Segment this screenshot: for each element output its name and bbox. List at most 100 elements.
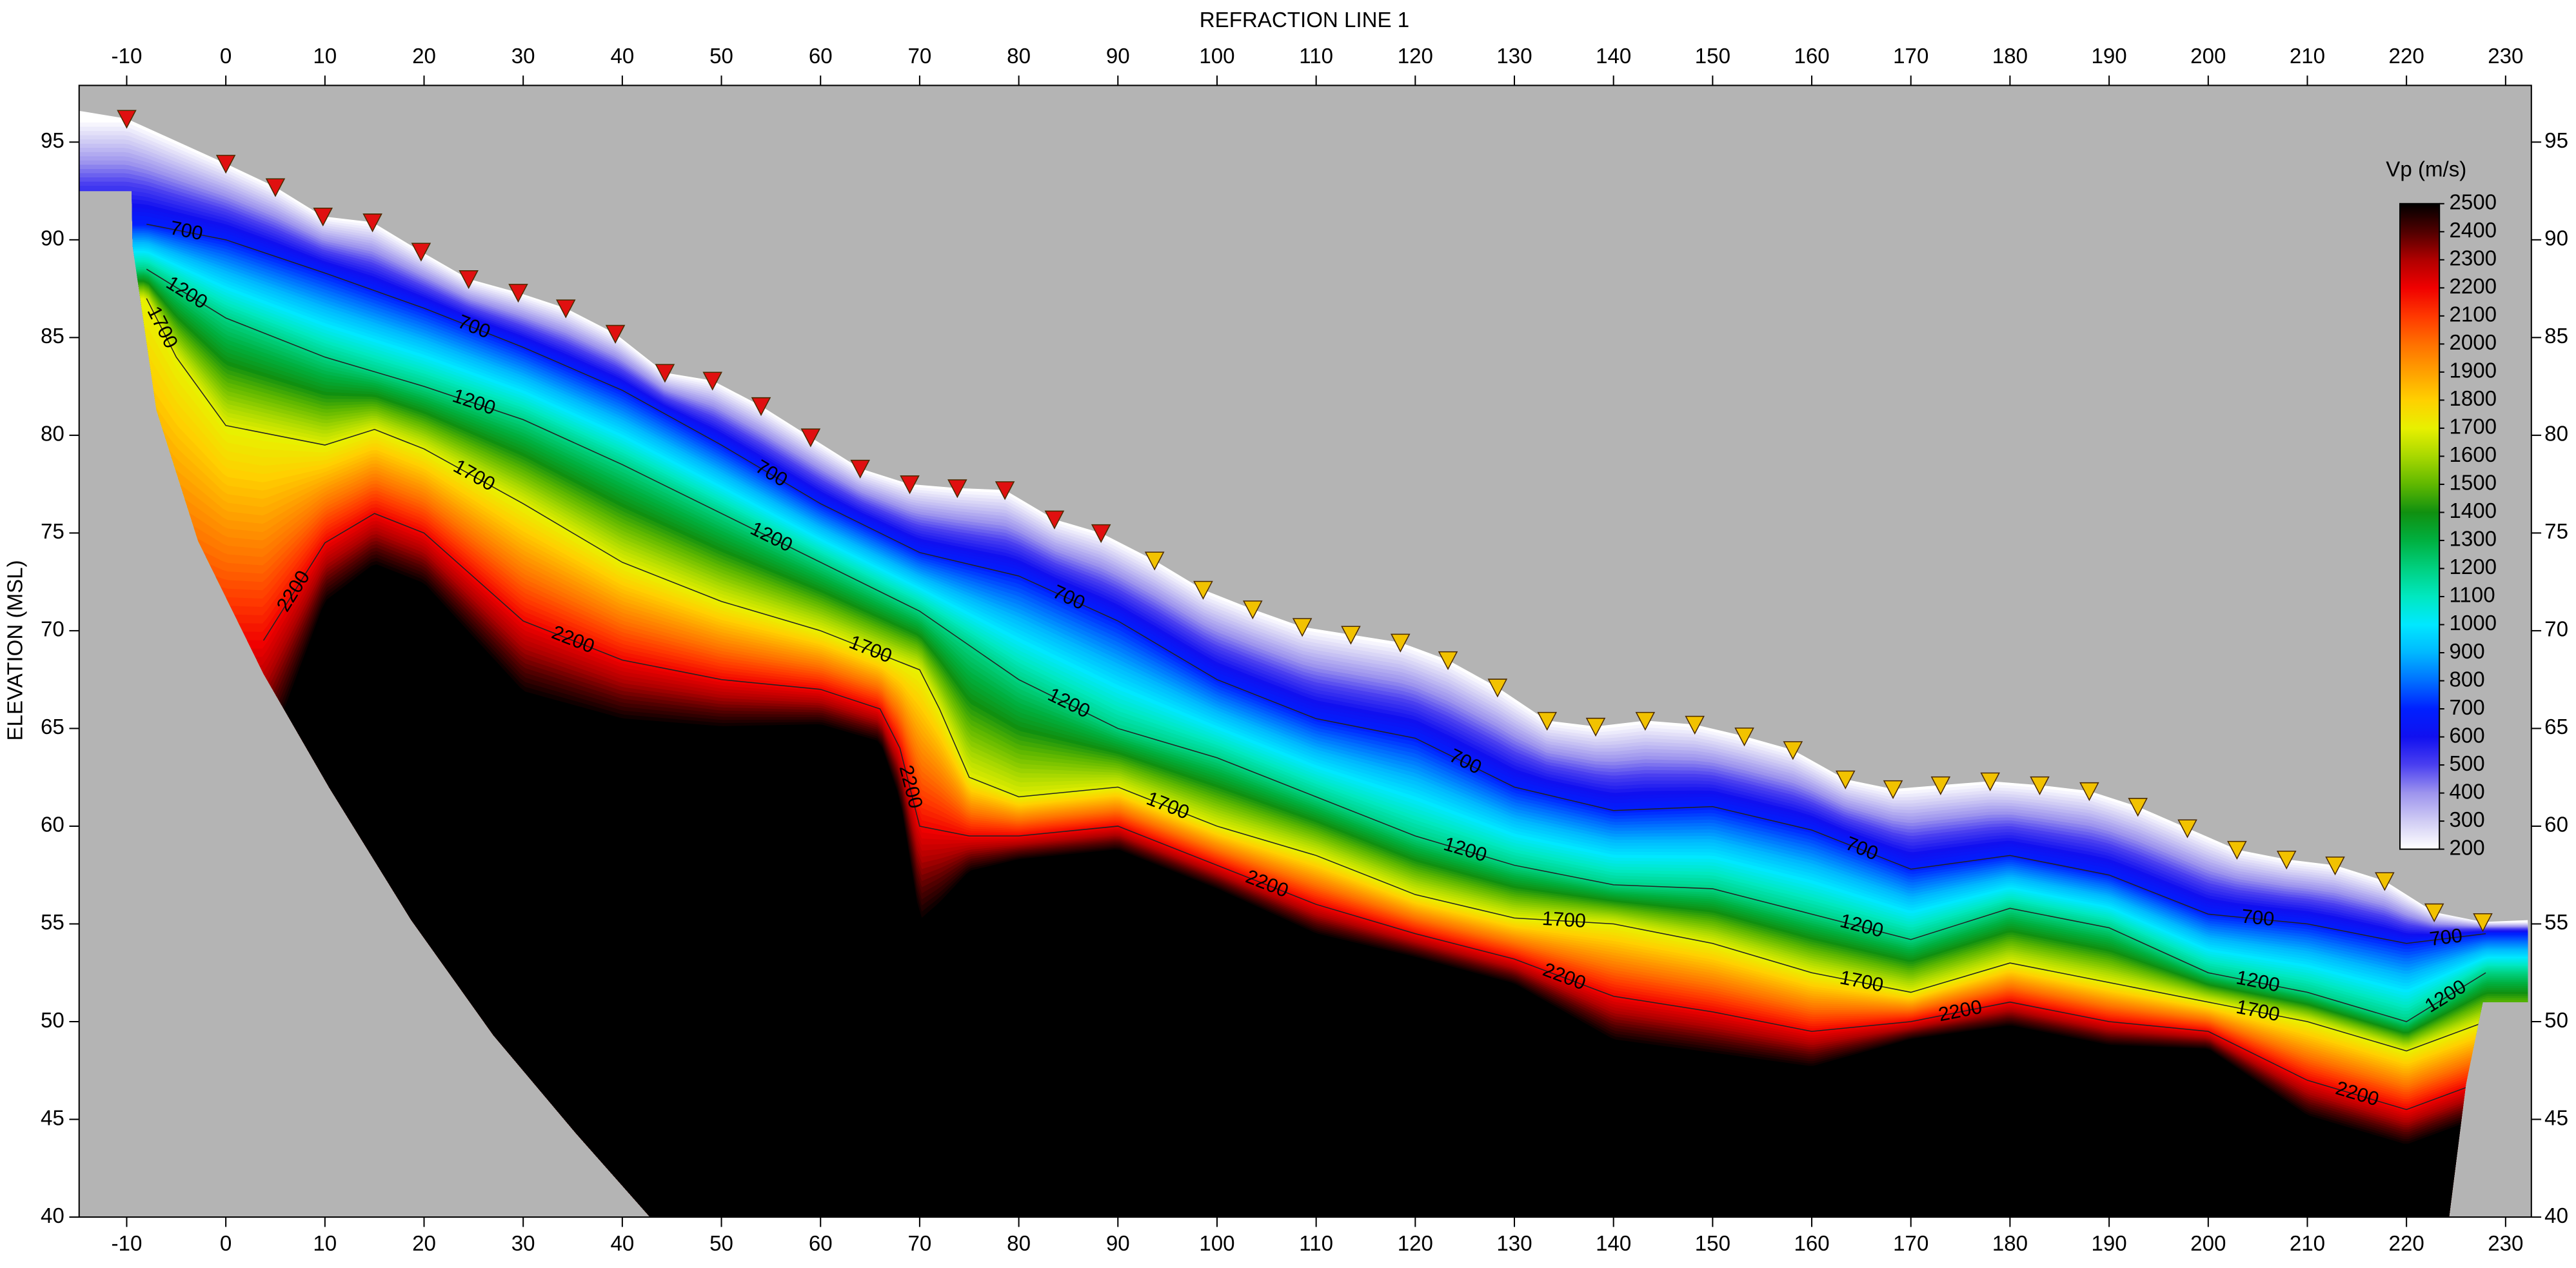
x-tick-label: 230 — [2488, 45, 2523, 68]
velocity-field: 7007007007007007007007001200120012001200… — [79, 110, 2528, 1218]
y-tick-label: 60 — [41, 813, 64, 837]
geophone — [459, 270, 479, 290]
x-tick-label: 0 — [220, 1232, 232, 1256]
colorbar-tick-label: 1500 — [2449, 471, 2497, 495]
geophone — [1243, 600, 1263, 620]
colorbar-tick-label: 2400 — [2449, 219, 2497, 243]
x-tick-label: 90 — [1106, 1232, 1130, 1256]
x-tick-label: 110 — [1299, 45, 1333, 68]
x-tick-label: 120 — [1398, 1232, 1433, 1256]
geophone — [555, 299, 576, 319]
geophone — [2375, 872, 2395, 891]
colorbar-tick-label: 1900 — [2449, 359, 2497, 383]
y-tick-label: 65 — [41, 715, 64, 739]
x-tick-label: 170 — [1893, 45, 1928, 68]
x-tick-label: 0 — [220, 45, 232, 68]
geophone — [1930, 776, 1951, 795]
colorbar-tick-label: 300 — [2449, 808, 2484, 832]
x-tick-label: 60 — [809, 45, 833, 68]
x-tick-label: 80 — [1007, 1232, 1031, 1256]
x-tick-label: 40 — [610, 45, 634, 68]
x-tick-label: 10 — [313, 1232, 337, 1256]
colorbar-tick-label: 2200 — [2449, 275, 2497, 299]
x-tick-label: 120 — [1398, 45, 1433, 68]
y-tick-label: 75 — [2544, 520, 2568, 544]
x-tick-label: 70 — [908, 1232, 932, 1256]
colorbar-tick-label: 900 — [2449, 640, 2484, 664]
geophone — [1836, 770, 1856, 789]
contour-line — [146, 268, 2486, 1022]
plot-frame — [78, 84, 2532, 1218]
colorbar-tick-label: 2100 — [2449, 303, 2497, 327]
colorbar-tick-label: 700 — [2449, 696, 2484, 720]
y-tick-label: 50 — [2544, 1009, 2568, 1033]
geophone — [1487, 679, 1508, 698]
geophone — [1391, 633, 1411, 653]
geophone — [1783, 741, 1803, 760]
x-tick-label: 130 — [1496, 1232, 1532, 1256]
colorbar-tick-label: 2300 — [2449, 247, 2497, 271]
y-tick-label: 55 — [41, 911, 64, 935]
geophone — [655, 364, 675, 383]
x-tick-label: 150 — [1695, 45, 1730, 68]
y-tick-label: 90 — [41, 227, 64, 251]
colorbar — [2399, 203, 2441, 850]
velocity-band — [79, 564, 2528, 1218]
x-tick-label: 20 — [412, 1232, 436, 1256]
geophone — [1585, 717, 1606, 737]
chart-title: REFRACTION LINE 1 — [1200, 8, 1409, 32]
x-tick-label: 10 — [313, 45, 337, 68]
y-tick-label: 45 — [2544, 1106, 2568, 1130]
colorbar-tick-label: 1300 — [2449, 528, 2497, 551]
contour-line — [146, 223, 2486, 944]
x-tick-label: 210 — [2290, 45, 2325, 68]
contour-line — [263, 513, 2486, 1111]
geophone — [2177, 819, 2197, 838]
x-tick-label: -10 — [112, 45, 143, 68]
geophone — [1144, 551, 1165, 571]
colorbar-tick-label: 1000 — [2449, 611, 2497, 635]
x-tick-label: 100 — [1199, 1232, 1234, 1256]
x-tick-label: 210 — [2290, 1232, 2325, 1256]
geophone — [1438, 651, 1458, 671]
geophone — [2079, 782, 2099, 802]
geophone — [215, 155, 236, 174]
x-tick-label: 40 — [610, 1232, 634, 1256]
y-tick-label: 95 — [41, 129, 64, 153]
colorbar-tick-label: 1400 — [2449, 499, 2497, 523]
x-tick-label: 180 — [1992, 45, 2028, 68]
x-tick-label: 30 — [511, 1232, 535, 1256]
colorbar-tick-label: 1800 — [2449, 387, 2497, 411]
y-tick-label: 90 — [2544, 227, 2568, 251]
geophone — [265, 178, 286, 197]
geophone — [605, 324, 626, 344]
colorbar-tick-label: 1200 — [2449, 555, 2497, 579]
y-tick-label: 70 — [2544, 618, 2568, 642]
colorbar-tick-label: 2000 — [2449, 331, 2497, 355]
geophone — [117, 110, 137, 129]
geophone — [1091, 524, 1111, 544]
colorbar-tick-label: 500 — [2449, 752, 2484, 776]
colorbar-title: Vp (m/s) — [2386, 158, 2466, 182]
x-tick-label: 220 — [2389, 45, 2424, 68]
geophone — [2325, 857, 2345, 876]
x-tick-label: 170 — [1893, 1232, 1928, 1256]
geophone — [1734, 728, 1754, 747]
y-tick-label: 85 — [2544, 324, 2568, 348]
geophone — [947, 479, 967, 499]
x-tick-label: 180 — [1992, 1232, 2028, 1256]
colorbar-tick-label: 1700 — [2449, 415, 2497, 439]
x-tick-label: 20 — [412, 45, 436, 68]
y-tick-label: 45 — [41, 1106, 64, 1130]
y-tick-label: 65 — [2544, 715, 2568, 739]
x-tick-label: 190 — [2092, 45, 2127, 68]
y-tick-label: 40 — [2544, 1204, 2568, 1228]
x-tick-label: 160 — [1794, 1232, 1829, 1256]
geophone — [1635, 711, 1656, 731]
colorbar-tick-label: 2500 — [2449, 191, 2497, 215]
geophone — [2128, 798, 2148, 817]
y-tick-label: 55 — [2544, 911, 2568, 935]
x-tick-label: 60 — [809, 1232, 833, 1256]
geophone — [1292, 618, 1313, 637]
